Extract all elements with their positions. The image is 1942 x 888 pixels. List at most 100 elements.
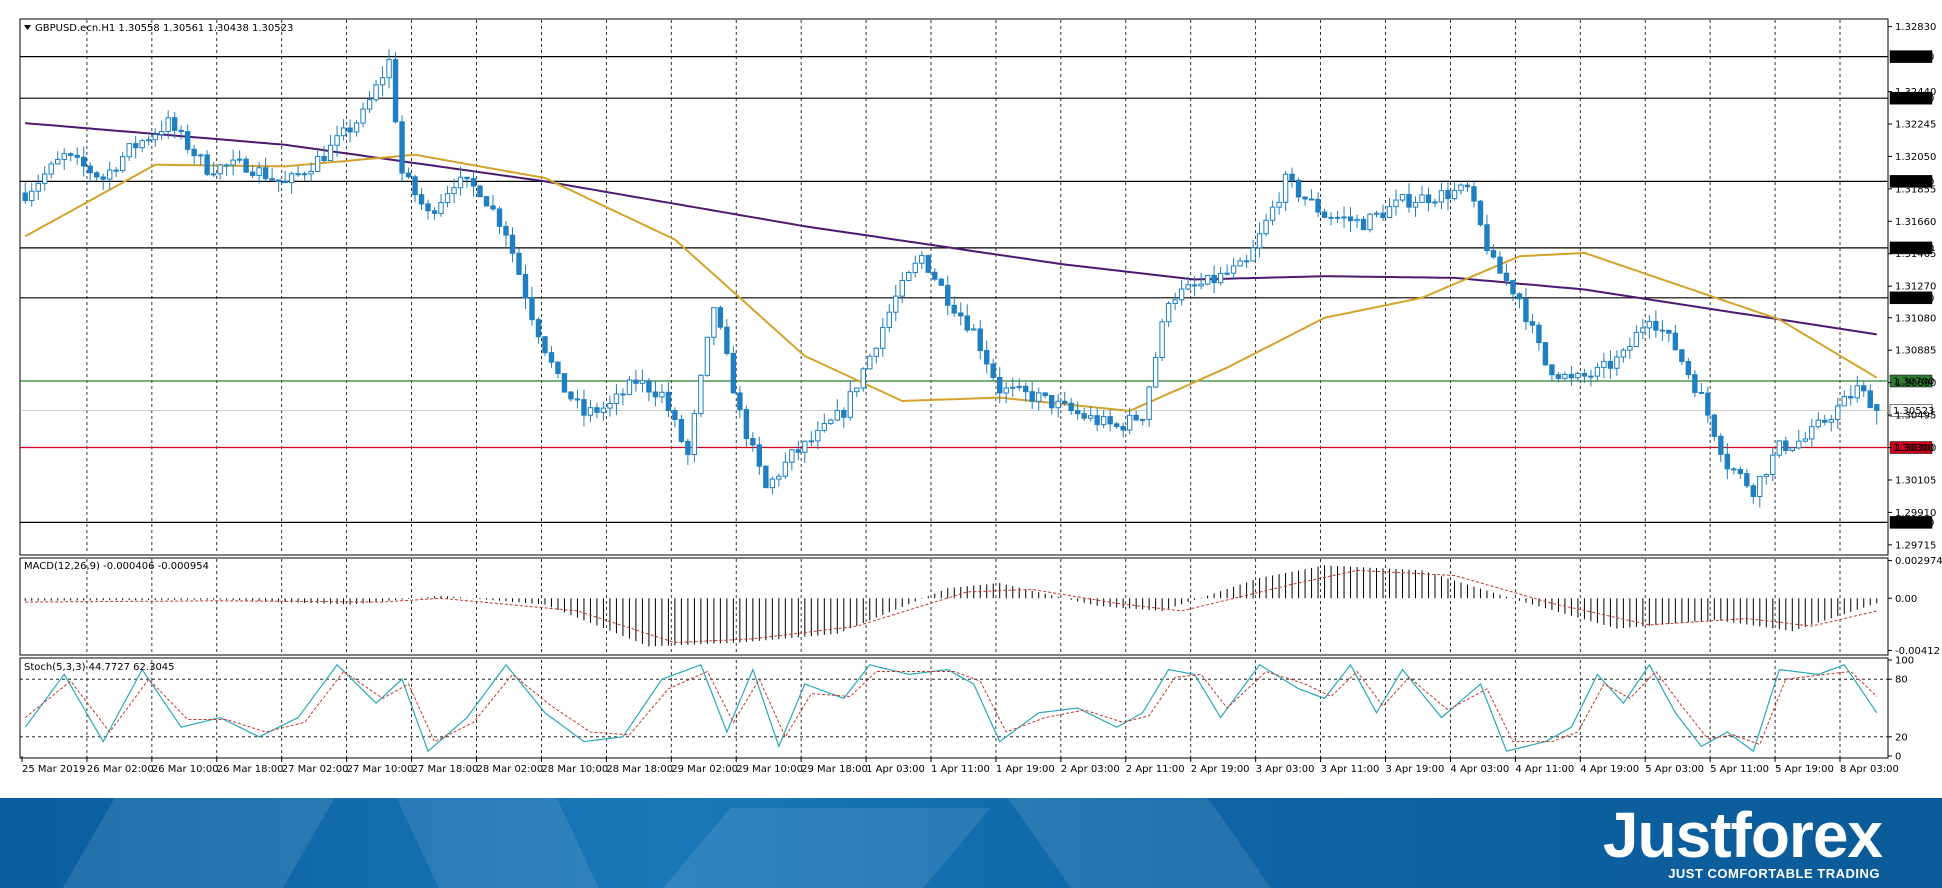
time-label: 4 Apr 03:00 — [1450, 764, 1509, 775]
price-tick-label: 1.30885 — [1895, 346, 1936, 357]
candle-up — [1204, 274, 1211, 285]
candle-up — [1016, 385, 1022, 388]
candle-up — [1412, 201, 1419, 208]
candle-up — [152, 134, 158, 141]
macd-tick-label: -0.00412 — [1895, 646, 1940, 657]
candle-up — [288, 173, 295, 184]
candle-down — [1464, 184, 1471, 188]
level-tag — [1889, 374, 1933, 388]
candle-down — [633, 379, 639, 384]
candle-up — [1835, 405, 1841, 421]
price-panel[interactable] — [19, 18, 1889, 556]
candle-down — [1672, 332, 1679, 351]
time-label: 5 Apr 19:00 — [1775, 764, 1834, 775]
time-label: 4 Apr 11:00 — [1515, 764, 1574, 775]
candle-down — [730, 352, 737, 394]
candle-down — [1074, 410, 1081, 415]
stoch-signal-line — [24, 670, 1878, 746]
candle-down — [1653, 320, 1659, 331]
candle-up — [828, 419, 834, 425]
level-tag — [1889, 404, 1933, 417]
candle-down — [1867, 390, 1873, 409]
stoch-main-line — [24, 663, 1878, 753]
candle-down — [1406, 194, 1412, 208]
time-label: 2 Apr 11:00 — [1126, 764, 1185, 775]
candle-down — [945, 284, 951, 306]
candle-up — [1562, 374, 1568, 379]
candle-up — [1087, 415, 1094, 419]
candle-up — [1776, 440, 1783, 456]
candle-up — [1757, 475, 1763, 498]
moving-averages — [24, 122, 1878, 412]
candle-down — [1068, 402, 1074, 412]
candle-up — [1575, 372, 1581, 379]
candle-down — [1289, 173, 1295, 181]
time-label: 29 Mar 02:00 — [671, 764, 738, 775]
candle-down — [243, 158, 249, 173]
candle-up — [769, 478, 776, 489]
candle-up — [873, 347, 879, 357]
candle-down — [1445, 190, 1451, 200]
candle-down — [399, 121, 405, 174]
candle-down — [418, 194, 425, 205]
candle-down — [1718, 435, 1724, 455]
candle-down — [1360, 218, 1367, 231]
candle-down — [1698, 391, 1705, 394]
candle-up — [1620, 349, 1627, 358]
candle-up — [256, 167, 262, 177]
candle-up — [1815, 419, 1821, 428]
level-tag — [1889, 91, 1933, 105]
candle-up — [1178, 288, 1185, 301]
candle-down — [938, 278, 944, 286]
level-tag-label: 1.31900 — [1893, 177, 1934, 188]
candle-down — [1529, 321, 1536, 326]
candle-up — [971, 328, 977, 331]
trading-chart[interactable]: 1.32650 1.32400 1.31900 1.31500 1.31200 1.307… — [0, 0, 1942, 798]
candle-up — [815, 429, 821, 442]
candle-up — [782, 461, 789, 477]
macd-panel[interactable] — [19, 557, 1889, 656]
candle-down — [990, 363, 996, 378]
dropdown-triangle-icon[interactable] — [24, 25, 31, 30]
candle-up — [29, 190, 35, 201]
candle-down — [1120, 426, 1126, 431]
candle-down — [425, 203, 431, 212]
stochastic-series — [20, 663, 1888, 753]
time-label: 29 Mar 18:00 — [801, 764, 868, 775]
candle-down — [81, 156, 87, 167]
candle-up — [48, 163, 54, 175]
candle-down — [477, 185, 483, 198]
level-tag-label: 1.32650 — [1893, 52, 1934, 63]
candle-down — [191, 148, 197, 157]
candle-down — [1581, 372, 1588, 377]
macd-tick-label: 0.00 — [1895, 594, 1917, 605]
price-tick-label: 1.31465 — [1895, 249, 1936, 260]
candle-down — [958, 312, 964, 317]
time-label: 1 Apr 03:00 — [866, 764, 925, 775]
candle-up — [1334, 216, 1341, 219]
candle-up — [659, 391, 665, 398]
candle-up — [893, 295, 899, 313]
candle-down — [282, 181, 288, 184]
candle-down — [1061, 400, 1068, 404]
stoch-tick-label: 100 — [1895, 656, 1914, 667]
candle-down — [756, 444, 763, 467]
stoch-panel[interactable] — [19, 657, 1889, 759]
candle-down — [171, 117, 178, 131]
candle-up — [360, 108, 366, 124]
candle-down — [1861, 385, 1867, 392]
candle-down — [737, 392, 743, 411]
time-label: 25 Mar 2019 — [22, 764, 85, 775]
candle-down — [1568, 374, 1575, 379]
candle-up — [314, 156, 321, 172]
candle-up — [340, 127, 347, 137]
candle-up — [379, 77, 386, 86]
candle-up — [1627, 346, 1633, 351]
candle-down — [568, 391, 574, 400]
candle-up — [600, 407, 607, 413]
price-tick-label: 1.31855 — [1895, 184, 1936, 195]
candle-up — [1165, 302, 1172, 323]
candle-down — [750, 438, 756, 446]
candle-up — [1796, 440, 1802, 449]
time-label: 1 Apr 19:00 — [996, 764, 1055, 775]
